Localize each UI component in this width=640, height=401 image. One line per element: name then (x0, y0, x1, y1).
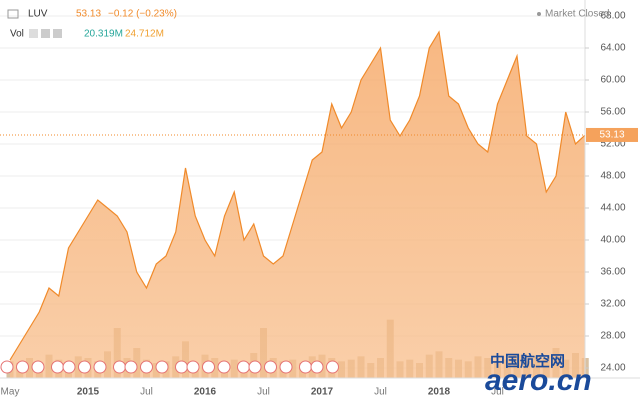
x-tick-label: 2016 (194, 387, 217, 398)
y-tick-label: 60.00 (600, 75, 625, 86)
watermark-domain: aero.cn (485, 364, 592, 397)
earnings-marker (202, 360, 215, 374)
y-tick-label: 64.00 (600, 43, 625, 54)
earnings-marker (113, 360, 126, 374)
earnings-marker (140, 360, 153, 374)
symbol: LUV (28, 9, 48, 20)
settings-icon[interactable] (41, 29, 50, 38)
y-tick-label: 28.00 (600, 331, 625, 342)
volume-label: Vol (10, 29, 24, 40)
y-tick-label: 44.00 (600, 203, 625, 214)
y-tick-label: 52.00 (600, 139, 625, 150)
y-tick-label: 32.00 (600, 299, 625, 310)
y-tick-label: 56.00 (600, 107, 625, 118)
earnings-marker (31, 360, 45, 374)
x-tick-label: May (1, 387, 20, 398)
earnings-marker (175, 360, 188, 374)
earnings-marker (155, 360, 169, 374)
earnings-marker (51, 360, 64, 374)
collapse-icon[interactable] (7, 9, 19, 19)
last-price-badge (586, 127, 638, 142)
x-tick-label: 2017 (311, 387, 334, 398)
earnings-marker (93, 360, 107, 374)
x-tick-label: Jul (257, 387, 270, 398)
x-tick-label: Jul (374, 387, 387, 398)
earnings-marker (310, 360, 324, 374)
earnings-marker (326, 360, 339, 374)
x-tick-label: Jul (140, 387, 153, 398)
price-line (9, 30, 586, 361)
earnings-marker (124, 360, 138, 374)
earnings-marker (186, 360, 200, 374)
earnings-marker (248, 360, 262, 374)
earnings-marker (217, 360, 231, 374)
y-tick-label: 36.00 (600, 267, 625, 278)
earnings-marker (0, 360, 14, 374)
x-tick-label: Jul (491, 387, 504, 398)
status-dot (537, 12, 541, 16)
watermark: 中国航空网 (490, 352, 565, 370)
earnings-marker (264, 360, 277, 374)
earnings-marker (62, 360, 76, 374)
last-price-badge-label: 53.13 (599, 130, 624, 141)
y-tick-label: 40.00 (600, 235, 625, 246)
price-fill (10, 32, 586, 378)
y-tick-label: 68.00 (600, 11, 625, 22)
x-tick-label: 2015 (77, 387, 100, 398)
settings-icon[interactable] (53, 29, 62, 38)
market-status: Market Closed (545, 9, 609, 20)
volume-average: 24.712M (125, 29, 164, 40)
earnings-marker (299, 360, 312, 374)
y-tick-label: 48.00 (600, 171, 625, 182)
x-tick-label: 2018 (428, 387, 451, 398)
last-price: 53.13 (76, 9, 101, 20)
earnings-row (0, 360, 339, 374)
price-area (0, 30, 586, 378)
earnings-marker (16, 360, 29, 374)
earnings-marker (279, 360, 293, 374)
axes: 24.00 28.00 32.00 36.00 40.00 44.00 48.00 52.00… (1, 11, 638, 398)
earnings-marker (237, 360, 250, 374)
price-change: −0.12 (−0.23%) (108, 9, 177, 20)
y-tick-label: 24.00 (600, 363, 625, 374)
earnings-marker (78, 360, 91, 374)
settings-icon[interactable] (29, 29, 38, 38)
volume-value: 20.319M (84, 29, 123, 40)
